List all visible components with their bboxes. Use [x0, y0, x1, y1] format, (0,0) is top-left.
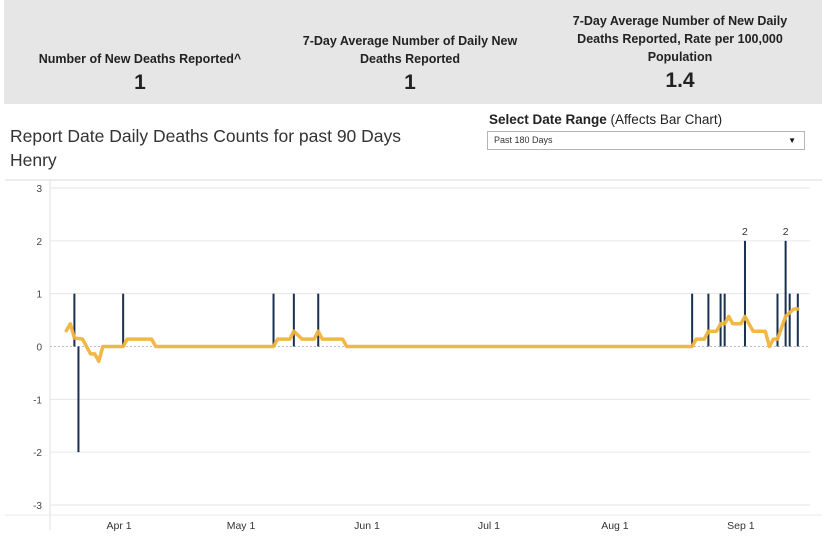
x-tick-label: May 1 — [227, 520, 256, 532]
bar — [691, 293, 694, 347]
bar — [77, 346, 80, 453]
bar — [788, 293, 791, 347]
y-tick-label: 0 — [36, 343, 42, 354]
bar — [707, 293, 710, 347]
chart-title: Report Date Daily Deaths Counts for past… — [10, 124, 401, 172]
date-range-selected: Past 180 Days — [494, 135, 553, 145]
date-range-select[interactable]: Past 180 Days ▼ — [487, 131, 805, 150]
x-tick-label: Aug 1 — [601, 520, 629, 532]
kpi-label: Number of New Deaths Reported^ — [38, 52, 242, 66]
kpi-label: 7-Day Average Number of Daily New Deaths… — [302, 34, 518, 66]
bar — [796, 293, 799, 347]
x-tick-label: Jul 1 — [478, 520, 500, 532]
date-range-label-bold: Select Date Range — [489, 112, 607, 127]
y-tick-label: 2 — [36, 237, 42, 248]
kpi-band — [4, 0, 822, 104]
y-tick-label: -3 — [33, 501, 42, 512]
bar — [776, 293, 779, 347]
chart-subtitle-text: Henry — [10, 150, 57, 170]
kpi-value: 1.4 — [665, 69, 695, 92]
bar — [719, 293, 722, 347]
bar — [743, 240, 746, 347]
kpi-label: 7-Day Average Number of New Daily Deaths… — [572, 14, 788, 64]
daily-deaths-chart: 3 2 1 0 -1 -2 -3 Apr 1 May 1 Jun 1 Jul 1 Aug 1 Sep 1… — [5, 179, 822, 532]
date-range-label: Select Date Range (Affects Bar Chart) — [489, 112, 722, 127]
x-tick-label: Jun 1 — [354, 520, 380, 532]
bar — [723, 293, 726, 347]
bar — [317, 293, 320, 347]
kpi-7day-average: 7-Day Average Number of Daily New Deaths… — [290, 32, 530, 96]
bar — [292, 293, 295, 347]
date-range-label-note: (Affects Bar Chart) — [606, 112, 723, 127]
y-tick-label: 3 — [36, 184, 42, 195]
kpi-value: 1 — [134, 71, 146, 94]
kpi-new-deaths: Number of New Deaths Reported^ 1 — [20, 50, 260, 96]
y-tick-label: -1 — [33, 395, 42, 406]
x-tick-label: Apr 1 — [107, 520, 132, 532]
bar-data-label: 2 — [783, 226, 789, 238]
kpi-7day-rate: 7-Day Average Number of New Daily Deaths… — [555, 12, 805, 94]
bar — [73, 293, 76, 347]
bar — [784, 240, 787, 347]
chart-title-text: Report Date Daily Deaths Counts for past… — [10, 126, 402, 146]
seven-day-average-line — [64, 307, 800, 364]
y-tick-label: 1 — [36, 290, 42, 301]
chevron-down-icon[interactable]: ▼ — [788, 136, 796, 145]
bar — [272, 293, 275, 347]
x-tick-label: Sep 1 — [727, 520, 755, 532]
bar — [122, 293, 125, 347]
kpi-value: 1 — [404, 71, 416, 94]
bar-data-label: 2 — [742, 226, 748, 238]
y-tick-label: -2 — [33, 448, 42, 459]
